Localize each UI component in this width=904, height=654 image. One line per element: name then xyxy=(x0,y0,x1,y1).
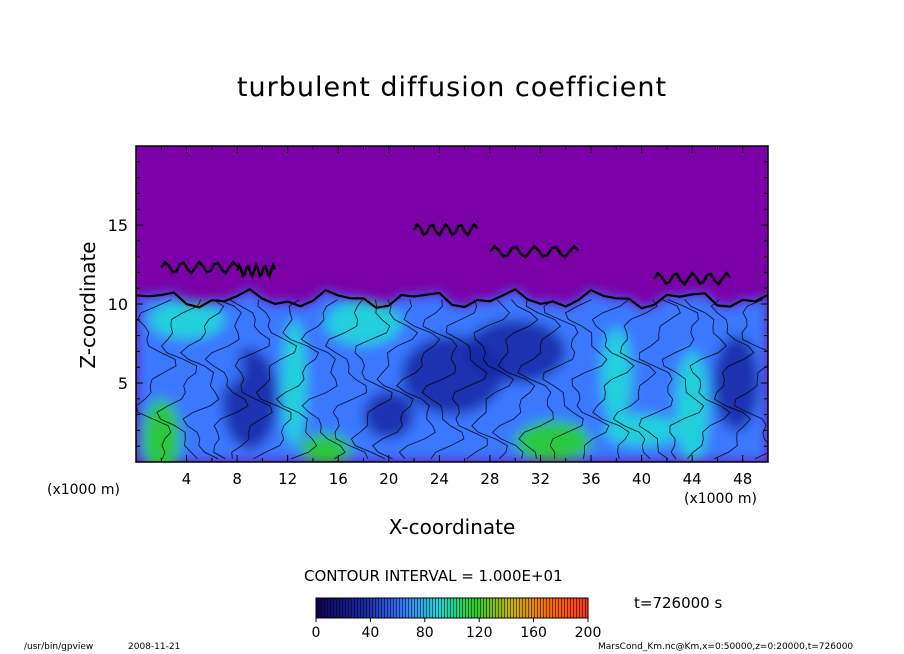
field-region xyxy=(601,327,632,423)
contour-line xyxy=(136,299,177,459)
y-ticks: 5 10 15 xyxy=(108,145,768,463)
colorbar-tick-label: 200 xyxy=(575,625,602,641)
x-tick-label: 4 xyxy=(182,470,192,488)
x-tick-label: 32 xyxy=(531,470,550,488)
x-unit-label-right: (x1000 m) xyxy=(684,491,757,507)
contour-line xyxy=(564,299,610,459)
field-region xyxy=(363,390,415,439)
y-tick-label: 10 xyxy=(108,295,128,314)
contour-line xyxy=(491,299,539,459)
contour-line xyxy=(229,299,273,459)
x-tick-label: 40 xyxy=(632,470,651,488)
x-unit-label-left: (x1000 m) xyxy=(47,482,120,498)
x-tick-label: 8 xyxy=(232,470,242,488)
upper-contour-strip xyxy=(160,260,239,275)
colorbar-tick-label: 80 xyxy=(416,625,434,641)
contour-line xyxy=(661,299,705,460)
contour-line xyxy=(204,299,249,460)
upper-contour-strip xyxy=(653,271,732,286)
contour-line xyxy=(300,299,346,460)
x-axis-label-text: X-coordinate xyxy=(388,515,516,539)
colorbar-frame xyxy=(315,597,589,619)
contour-line xyxy=(156,299,202,460)
plot-area xyxy=(136,146,768,462)
colorbar-tick-label: 40 xyxy=(361,625,379,641)
x-tick-label: 28 xyxy=(480,470,499,488)
x-tick-label: 20 xyxy=(379,470,398,488)
contour-line xyxy=(396,299,441,460)
contour-line xyxy=(275,299,320,460)
contour-line xyxy=(350,299,393,460)
chart-title: turbulent diffusion coefficient xyxy=(236,72,668,103)
contour-line xyxy=(471,299,515,460)
field-region xyxy=(325,300,402,346)
contour-line xyxy=(421,299,465,460)
upper-contour-strip xyxy=(235,262,277,280)
colorbar-tick-label: 120 xyxy=(466,625,493,641)
contour-interval-label: CONTOUR INTERVAL = 1.000E+01 xyxy=(304,567,563,585)
contour-line xyxy=(517,299,562,459)
contour-line xyxy=(612,299,658,460)
x-ticks: 4 8 12 16 20 24 28 32 36 40 44 48 xyxy=(135,146,769,488)
layer-top-contour xyxy=(136,287,768,310)
y-tick-label: 5 xyxy=(118,374,128,393)
field-region xyxy=(142,398,181,462)
file-label: MarsCond_Km.nc@Km,x=0:50000,z=0:20000,t=… xyxy=(598,642,854,652)
contour-line xyxy=(734,299,768,460)
x-tick-label: 44 xyxy=(683,470,702,488)
upper-contour-strip xyxy=(488,244,580,260)
contour-line xyxy=(371,299,419,460)
contour-line xyxy=(684,299,731,460)
x-tick-label: 24 xyxy=(430,470,449,488)
contour-line xyxy=(638,299,681,460)
field-region xyxy=(713,335,760,431)
contour-line xyxy=(591,299,635,459)
upper-contour-strip xyxy=(413,222,479,238)
field-region xyxy=(281,319,307,447)
colorbar-tick-label: 160 xyxy=(520,625,547,641)
colorbar-lines xyxy=(316,598,588,618)
field-region xyxy=(148,300,225,339)
y-tick-label: 15 xyxy=(108,216,128,235)
date-label: 2008-11-21 xyxy=(128,642,181,652)
contour-line xyxy=(325,299,369,459)
x-tick-label: 12 xyxy=(278,470,297,488)
x-tick-label: 48 xyxy=(733,470,752,488)
time-label: t=726000 s xyxy=(634,594,723,612)
field-region xyxy=(675,351,709,462)
contour-line xyxy=(542,299,584,459)
x-tick-label: 16 xyxy=(329,470,348,488)
contour-line xyxy=(710,299,755,460)
colorbar-tick-label: 0 xyxy=(312,625,321,641)
contour-line xyxy=(253,299,298,460)
field-region xyxy=(603,414,680,447)
contour-line xyxy=(446,299,488,460)
x-axis-label: X-coordinate xyxy=(0,515,904,539)
command-label: /usr/bin/gpview xyxy=(24,642,94,652)
x-tick-label: 36 xyxy=(581,470,600,488)
contour-line xyxy=(180,299,225,460)
field-region xyxy=(180,343,244,391)
colorbar-ticks: 0 40 80 120 160 200 xyxy=(312,618,602,641)
colorbar: 0 40 80 120 160 200 xyxy=(312,597,602,641)
